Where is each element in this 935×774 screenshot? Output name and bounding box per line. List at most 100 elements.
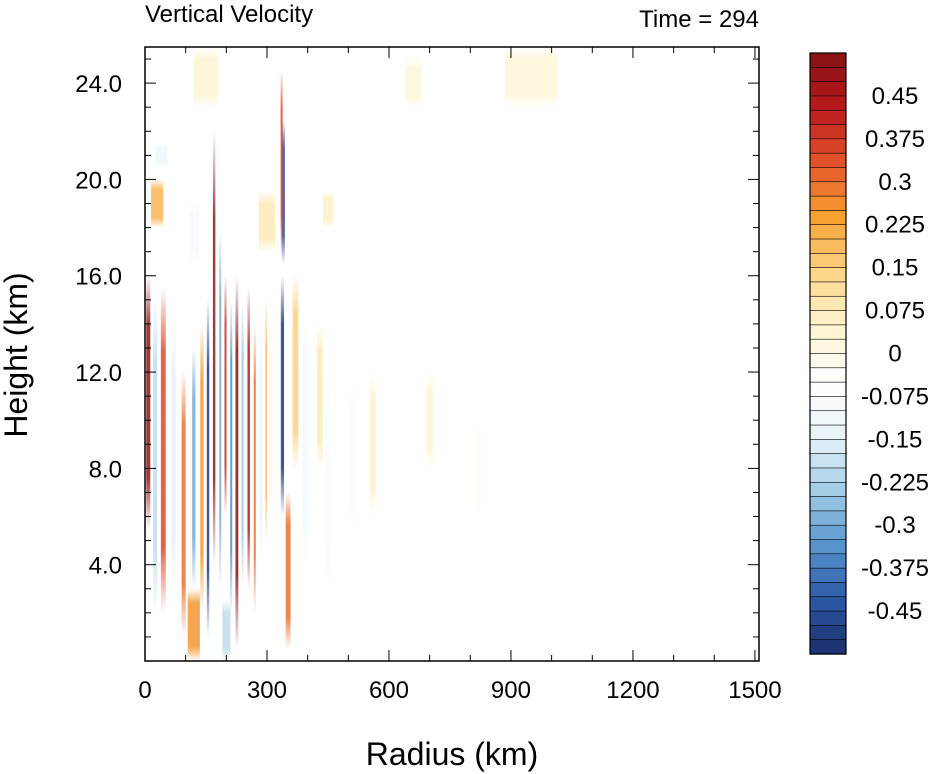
plot-frame — [144, 46, 760, 662]
velocity-feature — [258, 191, 276, 252]
velocity-feature — [333, 143, 340, 180]
colorbar-bin — [809, 253, 847, 269]
x-tick-label: 1500 — [728, 677, 781, 704]
velocity-feature — [322, 191, 334, 228]
colorbar-bin — [809, 567, 847, 584]
colorbar-label: 0.3 — [878, 169, 911, 196]
velocity-feature — [281, 119, 285, 264]
x-tick-label: 300 — [247, 677, 287, 704]
colorbar-label: 0.225 — [865, 212, 925, 239]
colorbar-bin — [809, 453, 847, 469]
velocity-feature — [222, 600, 231, 661]
velocity-feature — [160, 287, 166, 613]
colorbar-label: -0.15 — [868, 426, 923, 453]
velocity-feature — [188, 203, 199, 264]
velocity-feature — [146, 275, 151, 529]
velocity-feature — [155, 143, 168, 168]
colorbar-bin — [809, 424, 847, 440]
colorbar-label: -0.225 — [861, 469, 929, 496]
colorbar-bin — [809, 195, 847, 212]
y-tick-label: 16.0 — [75, 264, 122, 291]
colorbar-bin — [809, 295, 847, 312]
colorbar-bin — [809, 367, 847, 383]
velocity-feature — [181, 372, 186, 637]
y-tick-label: 8.0 — [89, 456, 122, 483]
velocity-feature — [475, 420, 482, 517]
colorbar-bin — [809, 324, 847, 340]
velocity-feature — [302, 323, 309, 565]
y-tick-label: 4.0 — [89, 553, 122, 580]
x-tick-label: 900 — [491, 677, 531, 704]
x-axis-title: Radius (km) — [366, 736, 538, 772]
velocity-feature — [280, 275, 285, 517]
velocity-feature — [224, 275, 227, 517]
colorbar-label: -0.375 — [861, 555, 929, 582]
velocity-feature — [504, 47, 558, 108]
y-tick-label: 24.0 — [75, 71, 122, 98]
colorbar-bin — [809, 109, 847, 126]
colorbar-bin — [809, 524, 847, 541]
velocity-feature — [192, 347, 196, 589]
colorbar-bin — [809, 181, 847, 197]
velocity-feature — [193, 47, 219, 108]
chart-title: Vertical Velocity — [145, 1, 313, 28]
y-axis-title: Height (km) — [0, 272, 34, 437]
colorbar-bin — [809, 281, 847, 297]
colorbar-bin — [809, 625, 847, 641]
colorbar-labels: 0.45 0.375 0.3 0.225 0.15 0.075 0 -0.075 -0.15 -0… — [861, 83, 929, 625]
colorbar — [809, 52, 847, 655]
velocity-feature — [285, 492, 291, 649]
colorbar-bin — [809, 582, 847, 598]
velocity-feature — [212, 131, 216, 565]
colorbar-bin — [809, 338, 847, 355]
time-label: Time = 294 — [639, 6, 759, 33]
x-axis-ticks: 0 300 600 900 1200 1500 — [138, 47, 782, 704]
velocity-feature — [349, 372, 356, 541]
colorbar-bin — [809, 310, 847, 326]
velocity-feature — [235, 275, 239, 649]
velocity-feature — [153, 299, 158, 613]
velocity-feature — [206, 299, 210, 637]
colorbar-bin — [809, 410, 847, 426]
colorbar-frame — [809, 52, 847, 655]
velocity-feature — [405, 59, 422, 108]
velocity-feature — [426, 372, 433, 469]
velocity-feature — [317, 323, 323, 469]
colorbar-bin — [809, 596, 847, 612]
colorbar-label: 0.375 — [865, 126, 925, 153]
velocity-feature — [260, 323, 262, 565]
y-tick-label: 12.0 — [75, 360, 122, 387]
heatmap-field — [146, 47, 558, 661]
colorbar-bin — [809, 610, 847, 626]
colorbar-bin — [809, 639, 847, 655]
colorbar-bin — [809, 439, 847, 455]
colorbar-bin — [809, 67, 847, 83]
velocity-feature — [219, 227, 222, 589]
colorbar-bin — [809, 539, 847, 555]
velocity-feature — [247, 287, 250, 589]
colorbar-label: -0.45 — [868, 598, 923, 625]
colorbar-bin — [809, 238, 847, 254]
colorbar-bin — [809, 467, 847, 483]
velocity-feature — [280, 71, 283, 252]
velocity-feature — [265, 299, 267, 541]
x-tick-label: 600 — [369, 677, 409, 704]
colorbar-bin — [809, 138, 847, 154]
x-tick-label: 1200 — [606, 677, 659, 704]
colorbar-label: -0.075 — [861, 383, 929, 410]
y-tick-label: 20.0 — [75, 167, 122, 194]
colorbar-bin — [809, 481, 847, 498]
colorbar-label: 0.075 — [865, 298, 925, 325]
velocity-feature — [369, 372, 376, 517]
velocity-feature — [171, 323, 176, 589]
colorbar-bin — [809, 381, 847, 398]
colorbar-bin — [809, 553, 847, 569]
velocity-feature — [241, 299, 244, 589]
velocity-feature — [253, 323, 256, 613]
colorbar-label: 0.15 — [872, 255, 919, 282]
y-axis-ticks: 4.0 8.0 12.0 16.0 20.0 24.0 — [75, 58, 759, 638]
colorbar-bin — [809, 267, 847, 283]
colorbar-label: 0.45 — [872, 83, 919, 110]
colorbar-bin — [809, 52, 847, 68]
